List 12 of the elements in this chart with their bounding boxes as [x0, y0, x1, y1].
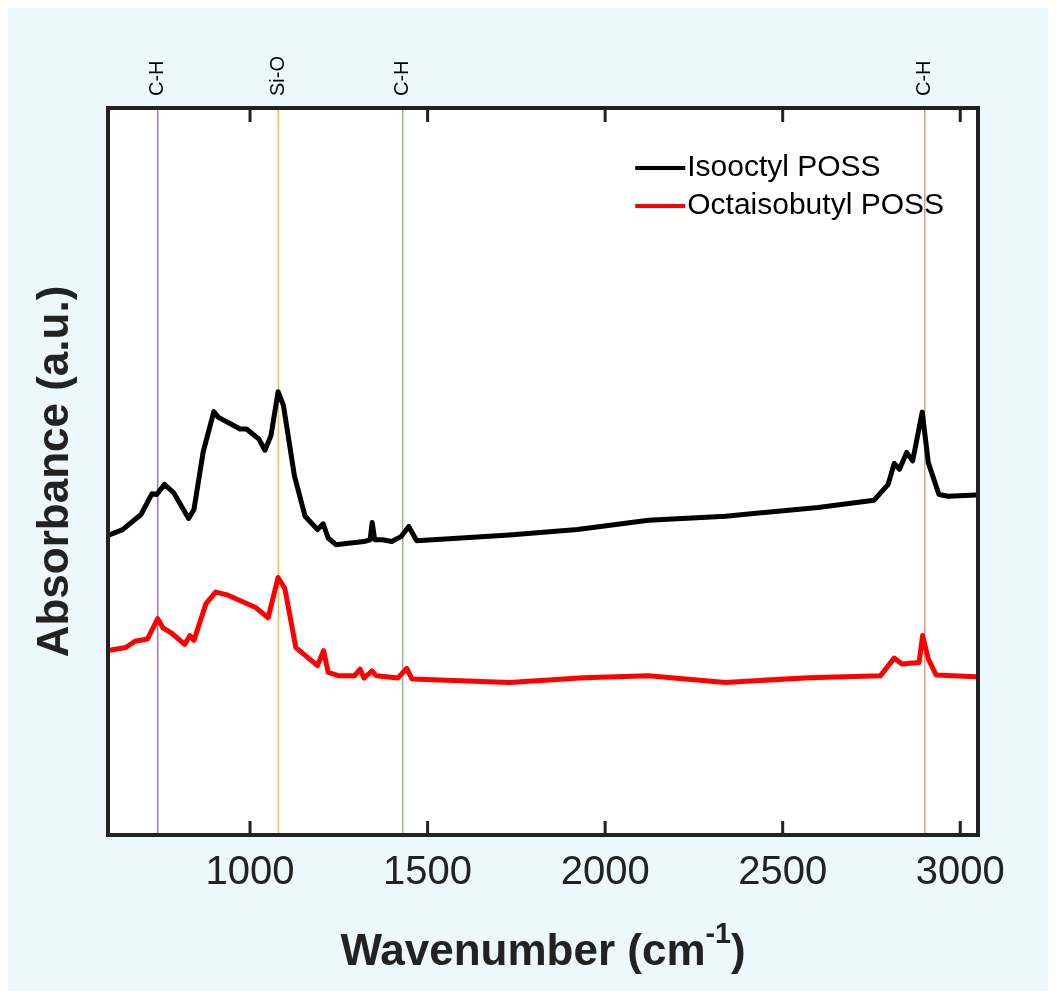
legend-label: Octaisobutyl POSS [687, 187, 945, 221]
ref-line-label: Si-O [265, 56, 288, 96]
x-tick-label: 2000 [560, 848, 650, 893]
x-tick-label: 3000 [915, 848, 1005, 893]
x-tick-label: 1500 [383, 848, 473, 893]
x-tick-label: 2500 [738, 848, 828, 893]
ref-line-label: C-H [912, 60, 935, 96]
y-axis-title: Absorbance (a.u.) [28, 285, 78, 658]
ref-line-label: C-H [390, 60, 413, 96]
legend-label: Isooctyl POSS [687, 149, 881, 183]
x-tick-label: 1000 [205, 848, 295, 893]
ref-line-label: C-H [145, 60, 168, 96]
